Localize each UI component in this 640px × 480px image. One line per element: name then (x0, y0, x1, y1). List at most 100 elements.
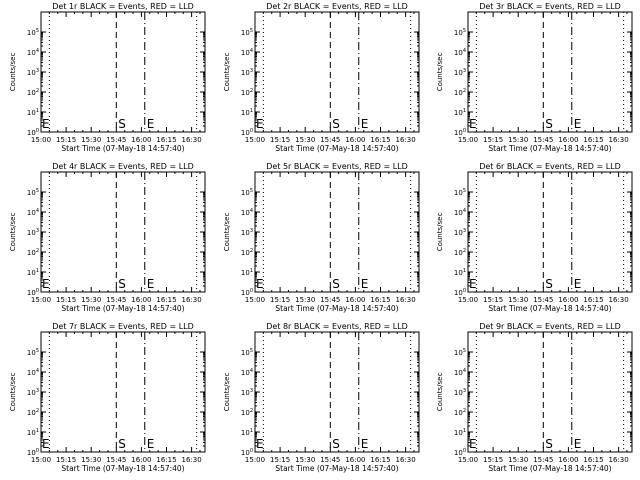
marker-label: E (147, 117, 155, 131)
y-tick-exponent: 1 (463, 428, 466, 434)
y-tick-base: 10 (241, 229, 250, 237)
y-tick-label: 105 (27, 188, 39, 197)
x-axis-label: Start Time (07-May-18 14:57:40) (275, 144, 398, 153)
x-tick-label: 16:30 (396, 456, 416, 464)
y-tick-label: 103 (241, 68, 253, 77)
detector-panel: Det 1r BLACK = Events, RED = LLD E S E 15:00… (9, 2, 206, 153)
detector-panel: Det 7r BLACK = Events, RED = LLD E S E 15:00… (9, 322, 206, 473)
y-tick-label: 104 (454, 368, 466, 377)
x-tick-label: 16:30 (182, 136, 202, 144)
y-tick-base: 10 (27, 449, 36, 457)
y-tick-exponent: 5 (463, 188, 466, 194)
x-tick-label: 15:30 (295, 456, 315, 464)
y-tick-base: 10 (27, 89, 36, 97)
x-tick-label: 16:30 (182, 296, 202, 304)
y-tick-label: 104 (241, 208, 253, 217)
y-tick-exponent: 4 (250, 208, 253, 214)
y-tick-exponent: 2 (463, 408, 466, 414)
y-tick-exponent: 0 (250, 448, 253, 454)
x-tick-label: 16:30 (182, 456, 202, 464)
y-tick-exponent: 4 (463, 368, 466, 374)
y-tick-base: 10 (454, 389, 463, 397)
y-tick-base: 10 (27, 129, 36, 137)
y-tick-base: 10 (454, 209, 463, 217)
x-tick-label: 15:45 (320, 456, 340, 464)
y-tick-exponent: 3 (36, 228, 39, 234)
y-tick-label: 104 (454, 48, 466, 57)
y-tick-base: 10 (454, 129, 463, 137)
marker-label: S (332, 117, 340, 131)
marker-label: S (545, 277, 553, 291)
x-tick-label: 15:15 (56, 136, 76, 144)
marker-label: E (361, 117, 369, 131)
y-axis-label: Counts/sec (436, 213, 444, 252)
y-tick-base: 10 (27, 109, 36, 117)
marker-label: E (469, 437, 477, 451)
y-tick-label: 103 (241, 228, 253, 237)
y-tick-base: 10 (27, 249, 36, 257)
y-tick-label: 104 (241, 368, 253, 377)
y-tick-exponent: 0 (463, 128, 466, 134)
x-axis-label: Start Time (07-May-18 14:57:40) (488, 464, 611, 473)
x-axis-label: Start Time (07-May-18 14:57:40) (488, 144, 611, 153)
y-tick-exponent: 5 (36, 28, 39, 34)
x-tick-label: 16:15 (370, 456, 390, 464)
x-tick-label: 15:15 (270, 296, 290, 304)
x-tick-label: 16:15 (583, 136, 603, 144)
x-tick-label: 15:30 (81, 456, 101, 464)
y-tick-base: 10 (454, 429, 463, 437)
y-tick-exponent: 3 (250, 228, 253, 234)
marker-label: E (256, 437, 264, 451)
marker-label: S (545, 117, 553, 131)
marker-label: E (147, 277, 155, 291)
detector-panel: Det 8r BLACK = Events, RED = LLD E S E 15:00… (223, 322, 420, 473)
y-tick-base: 10 (241, 249, 250, 257)
y-tick-base: 10 (27, 189, 36, 197)
y-tick-exponent: 5 (250, 188, 253, 194)
y-tick-label: 101 (27, 268, 39, 277)
y-tick-exponent: 0 (36, 448, 39, 454)
y-tick-label: 103 (454, 388, 466, 397)
y-axis-label: Counts/sec (9, 373, 17, 412)
x-tick-label: 15:45 (533, 456, 553, 464)
plot-frame (40, 171, 206, 293)
marker-label: E (42, 277, 50, 291)
y-tick-base: 10 (454, 109, 463, 117)
y-tick-exponent: 4 (463, 48, 466, 54)
y-tick-label: 102 (241, 408, 253, 417)
x-axis-label: Start Time (07-May-18 14:57:40) (488, 304, 611, 313)
plot-frame (254, 171, 420, 293)
x-tick-label: 15:00 (31, 296, 51, 304)
y-tick-exponent: 2 (250, 408, 253, 414)
y-tick-exponent: 4 (36, 368, 39, 374)
y-tick-exponent: 3 (250, 388, 253, 394)
y-tick-exponent: 4 (250, 48, 253, 54)
y-tick-label: 101 (241, 428, 253, 437)
y-tick-exponent: 4 (250, 368, 253, 374)
y-tick-label: 105 (27, 28, 39, 37)
x-tick-label: 15:15 (483, 136, 503, 144)
plot-frame (254, 11, 420, 133)
x-tick-label: 15:45 (533, 136, 553, 144)
y-axis-label: Counts/sec (436, 373, 444, 412)
x-tick-label: 15:30 (508, 296, 528, 304)
x-tick-label: 16:00 (558, 136, 578, 144)
marker-label: E (147, 437, 155, 451)
y-axis-label: Counts/sec (223, 373, 231, 412)
y-tick-label: 100 (27, 448, 39, 457)
x-tick-label: 16:30 (609, 136, 629, 144)
y-tick-label: 100 (454, 288, 466, 297)
y-tick-exponent: 0 (463, 288, 466, 294)
x-tick-label: 16:15 (583, 296, 603, 304)
x-axis-label: Start Time (07-May-18 14:57:40) (275, 464, 398, 473)
panel-title: Det 6r BLACK = Events, RED = LLD (479, 162, 621, 171)
x-tick-label: 16:15 (156, 456, 176, 464)
y-tick-exponent: 2 (250, 88, 253, 94)
x-tick-label: 16:30 (609, 456, 629, 464)
y-tick-exponent: 0 (250, 288, 253, 294)
y-tick-base: 10 (454, 189, 463, 197)
y-tick-exponent: 1 (463, 108, 466, 114)
x-axis-label: Start Time (07-May-18 14:57:40) (61, 304, 184, 313)
y-tick-exponent: 2 (36, 408, 39, 414)
